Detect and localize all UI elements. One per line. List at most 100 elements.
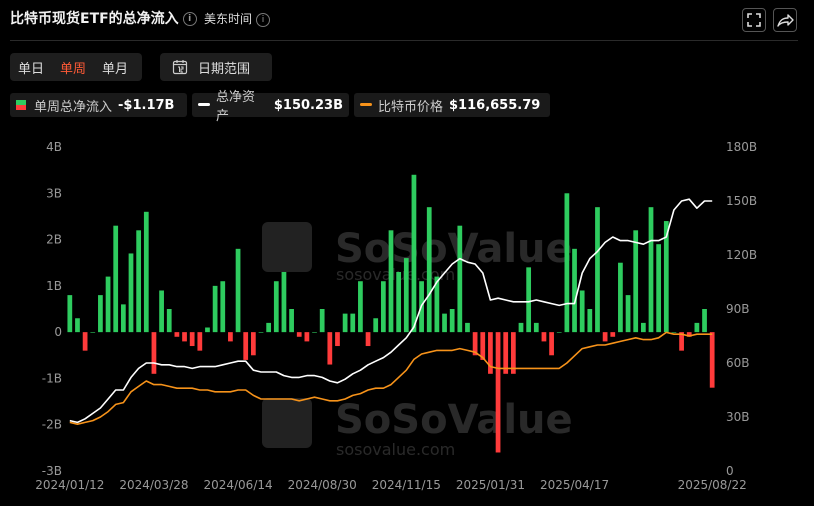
fullscreen-icon <box>747 13 761 27</box>
inflow-bar <box>572 248 577 333</box>
inflow-bar <box>189 332 195 347</box>
inflow-bar <box>671 332 677 333</box>
inflow-bar <box>113 225 119 333</box>
inflow-bar <box>273 281 279 333</box>
right-tick-label: 90B <box>726 302 750 316</box>
line-swatch-icon <box>198 103 210 106</box>
timezone-info-icon[interactable]: i <box>256 12 271 27</box>
x-axis: 2024/01/12 2024/03/28 2024/06/14 2024/08/30… <box>35 478 747 492</box>
inflow-bar <box>75 318 80 333</box>
inflow-bar <box>228 332 233 342</box>
inflow-bar <box>380 281 386 333</box>
timezone-label: 美东时间 i <box>204 10 271 27</box>
inflow-bar <box>495 332 501 453</box>
info-icon[interactable]: i <box>182 12 197 26</box>
right-tick-label: 180B <box>726 140 757 154</box>
inflow-bar <box>510 332 516 374</box>
right-tick-label: 120B <box>726 248 757 262</box>
inflow-bar <box>488 332 493 374</box>
inflow-bar <box>388 230 394 333</box>
page-title: 比特币现货ETF的总净流入 i <box>10 8 197 28</box>
watermark-top: SoSoValue sosovalue.com <box>262 222 573 284</box>
inflow-bar <box>686 332 692 337</box>
share-button[interactable] <box>773 8 797 32</box>
inflow-bar <box>159 290 164 333</box>
inflow-bar <box>587 309 593 333</box>
period-selector: 单日 单周 单月 <box>10 53 142 81</box>
inflow-bar <box>327 332 333 365</box>
inflow-bar <box>556 332 562 333</box>
inflow-bar <box>335 332 340 347</box>
inflow-bar <box>396 271 402 333</box>
legend-value: $116,655.79 <box>449 97 541 113</box>
inflow-bar <box>358 281 363 333</box>
inflow-bar <box>503 332 509 374</box>
inflow-bar <box>98 295 103 333</box>
left-tick-label: 2B <box>46 233 62 247</box>
inflow-bar <box>174 332 180 337</box>
inflow-bar <box>90 332 96 333</box>
line-swatch-icon <box>360 103 372 106</box>
left-tick-label: 3B <box>46 186 62 200</box>
period-daily[interactable]: 单日 <box>18 61 45 77</box>
inflow-bar <box>679 332 684 351</box>
inflow-bar <box>694 322 700 333</box>
watermark-url: sosovalue.com <box>336 440 455 459</box>
inflow-bar <box>365 332 371 347</box>
inflow-bar <box>151 332 157 374</box>
inflow-bar <box>212 285 218 333</box>
watermark: SoSoValue sosovalue.com SoSoValue sosova… <box>262 222 573 459</box>
period-monthly[interactable]: 单月 <box>102 61 129 77</box>
legend-net-inflow[interactable]: 单周总净流入 -$1.17B <box>10 93 187 117</box>
x-tick-label: 2025/04/17 <box>540 478 609 492</box>
watermark-bottom: SoSoValue sosovalue.com <box>262 397 573 459</box>
inflow-bar <box>526 267 532 333</box>
inflow-bar <box>442 313 447 333</box>
inflow-bar <box>625 295 631 333</box>
legend-btc-price[interactable]: 比特币价格 $116,655.79 <box>354 93 550 117</box>
inflow-bar <box>197 332 203 351</box>
inflow-bar <box>457 225 463 333</box>
left-tick-label: 0 <box>54 325 62 339</box>
legend-label: 比特币价格 <box>378 99 444 115</box>
inflow-bar <box>312 332 317 333</box>
inflow-bar <box>702 309 707 333</box>
watermark-url: sosovalue.com <box>336 265 455 284</box>
net-assets-line <box>69 198 713 424</box>
inflow-bar <box>220 281 226 333</box>
left-axis: 4B 3B 2B 1B 0 -1B -2B -3B <box>42 140 62 478</box>
inflow-bar <box>296 332 302 337</box>
inflow-bar <box>709 332 715 388</box>
inflow-bar <box>373 318 379 333</box>
fullscreen-button[interactable] <box>742 8 766 32</box>
legend-label: 单周总净流入 <box>34 99 113 115</box>
legend-value: $150.23B <box>273 97 343 113</box>
right-axis: 180B 150B 120B 90B 60B 30B 0 <box>726 140 757 478</box>
inflow-bar <box>105 276 111 333</box>
inflow-bar <box>656 244 662 333</box>
inflow-bar <box>67 295 73 333</box>
x-tick-label: 2024/03/28 <box>119 478 188 492</box>
inflow-bar <box>403 258 409 333</box>
btc-price-line <box>69 331 713 426</box>
period-weekly[interactable]: 单周 <box>60 61 87 77</box>
inflow-bar <box>426 207 432 333</box>
inflow-bar <box>648 207 654 333</box>
watermark-logo-icon <box>262 222 312 272</box>
inflow-bar <box>136 230 142 333</box>
inflow-bar <box>564 193 570 333</box>
inflow-bar <box>518 322 524 333</box>
inflow-bar <box>549 332 554 356</box>
watermark-logo-icon <box>262 398 312 448</box>
inflow-bar <box>465 322 470 333</box>
inflow-bar <box>602 332 608 342</box>
inflow-bar <box>595 207 600 333</box>
inflow-bar <box>143 211 149 333</box>
date-range-button[interactable]: 日期范围 <box>160 53 272 81</box>
inflow-bar <box>434 276 440 333</box>
legend-net-assets[interactable]: 总净资产 $150.23B <box>192 90 349 124</box>
inflow-bar <box>205 327 210 333</box>
inflow-bar <box>533 322 539 333</box>
inflow-bar <box>541 332 547 342</box>
